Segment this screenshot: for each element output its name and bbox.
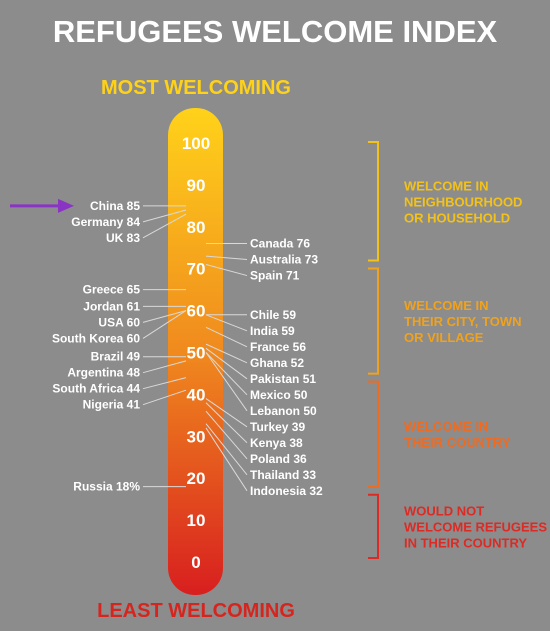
tick-90: 90 [187, 176, 206, 195]
band-2-bracket [368, 267, 379, 375]
country-label-brazil: Brazil 49 [91, 350, 141, 364]
tick-30: 30 [187, 427, 206, 446]
country-label-uk: UK 83 [106, 231, 140, 245]
country-label-poland: Poland 36 [250, 452, 307, 466]
band-4-bracket [368, 493, 379, 559]
most-welcoming-label: MOST WELCOMING [101, 77, 291, 99]
country-label-indonesia: Indonesia 32 [250, 484, 323, 498]
connector-germany [142, 209, 187, 223]
tick-40: 40 [187, 385, 206, 404]
connector-france [205, 326, 248, 348]
country-label-chile: Chile 59 [250, 308, 296, 322]
country-label-lebanon: Lebanon 50 [250, 404, 317, 418]
thermometer-scale [168, 108, 223, 595]
tick-20: 20 [187, 469, 206, 488]
page-title: REFUGEES WELCOME INDEX [53, 14, 498, 49]
band-4-label-line-3: IN THEIR COUNTRY [404, 535, 527, 550]
band-1-bracket [368, 141, 379, 262]
country-label-pakistan: Pakistan 51 [250, 372, 316, 386]
connector-argentina [142, 360, 187, 374]
connector-poland [205, 410, 248, 460]
country-label-greece: Greece 65 [83, 283, 141, 297]
tick-100: 100 [182, 134, 210, 153]
connector-india [205, 314, 248, 332]
connector-south-africa [142, 377, 187, 390]
tick-0: 0 [191, 553, 200, 572]
tick-80: 80 [187, 218, 206, 237]
country-label-russia: Russia 18% [73, 480, 140, 494]
country-label-france: France 56 [250, 340, 306, 354]
band-1-label-line-3: OR HOUSEHOLD [404, 210, 510, 225]
connector-thailand [205, 423, 248, 476]
band-2-label-line-3: OR VILLAGE [404, 330, 484, 345]
country-label-india: India 59 [250, 324, 295, 338]
least-welcoming-label: LEAST WELCOMING [97, 600, 295, 622]
connector-pakistan [205, 347, 248, 380]
country-label-nigeria: Nigeria 41 [83, 398, 141, 412]
connector-kenya [205, 402, 248, 444]
connector-spain [205, 264, 248, 277]
country-label-australia: Australia 73 [250, 253, 318, 267]
band-2-label-line-2: THEIR CITY, TOWN [404, 314, 521, 329]
country-label-jordan: Jordan 61 [83, 299, 140, 313]
band-3-label-line-1: WELCOME IN [404, 419, 489, 434]
country-label-south-africa: South Africa 44 [52, 382, 140, 396]
tick-10: 10 [187, 511, 206, 530]
band-1-label-line-2: NEIGHBOURHOOD [404, 194, 522, 209]
country-label-ghana: Ghana 52 [250, 356, 304, 370]
connector-turkey [205, 398, 248, 428]
connector-uk [142, 213, 187, 239]
band-3-bracket [368, 380, 379, 488]
tick-50: 50 [187, 344, 206, 363]
highlight-arrow-head [58, 198, 74, 213]
country-label-spain: Spain 71 [250, 269, 300, 283]
connector-usa [142, 310, 187, 323]
band-2-label-line-1: WELCOME IN [404, 298, 489, 313]
country-label-south-korea: South Korea 60 [52, 331, 140, 345]
band-3-label-line-2: THEIR COUNTRY [404, 435, 511, 450]
country-label-argentina: Argentina 48 [67, 366, 140, 380]
connector-mexico [205, 352, 248, 396]
country-label-turkey: Turkey 39 [250, 420, 305, 434]
country-label-thailand: Thailand 33 [250, 468, 316, 482]
band-4-label-line-1: WOULD NOT [404, 503, 484, 518]
country-label-kenya: Kenya 38 [250, 436, 303, 450]
country-label-usa: USA 60 [98, 315, 140, 329]
band-4-label-line-2: WELCOME REFUGEES [404, 519, 547, 534]
connector-ghana [205, 343, 248, 364]
tick-60: 60 [187, 302, 206, 321]
connector-lebanon [205, 352, 248, 412]
band-1-label-line-1: WELCOME IN [404, 178, 489, 193]
tick-70: 70 [187, 260, 206, 279]
connector-nigeria [142, 389, 187, 406]
connector-australia [205, 255, 248, 261]
country-label-germany: Germany 84 [71, 215, 140, 229]
country-label-china: China 85 [90, 199, 140, 213]
country-label-canada: Canada 76 [250, 237, 310, 251]
connector-south-korea [142, 310, 187, 339]
country-label-mexico: Mexico 50 [250, 388, 308, 402]
connector-indonesia [205, 427, 248, 492]
